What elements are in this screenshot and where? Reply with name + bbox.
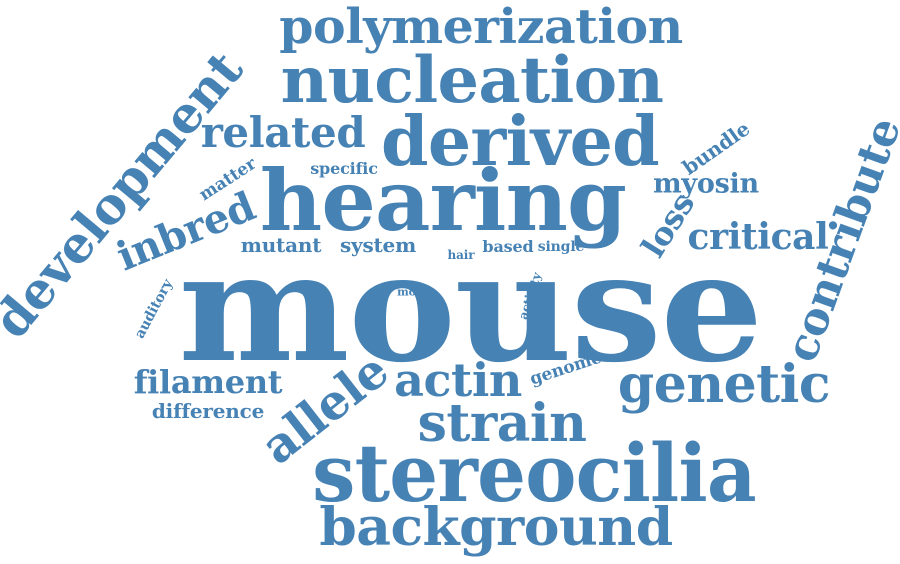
word-single: single xyxy=(537,239,585,255)
word-nucleation: nucleation xyxy=(280,43,664,118)
word-system: system xyxy=(339,233,417,257)
word-filament: filament xyxy=(133,363,283,401)
word-related: related xyxy=(200,108,366,157)
word-most: most xyxy=(397,285,427,299)
word-myosin: myosin xyxy=(653,168,759,200)
word-derived: derived xyxy=(380,102,660,182)
word-polymerization: polymerization xyxy=(279,0,683,55)
word-based: based xyxy=(482,237,534,256)
word-critical: critical xyxy=(687,216,829,258)
word-stereocilia: stereocilia xyxy=(312,426,756,520)
word-mouse: mouse xyxy=(178,220,763,396)
word-hair: hair xyxy=(447,248,475,262)
word-strain: strain xyxy=(417,393,587,454)
word-specific: specific xyxy=(310,159,378,178)
word-hearing: hearing xyxy=(259,151,627,250)
word-mutant: mutant xyxy=(240,233,322,257)
word-genetic: genetic xyxy=(617,354,831,415)
word-actin: actin xyxy=(394,353,522,407)
word-difference: difference xyxy=(151,399,265,423)
word-auditory: auditory xyxy=(131,276,177,342)
word-background: background xyxy=(319,497,673,558)
